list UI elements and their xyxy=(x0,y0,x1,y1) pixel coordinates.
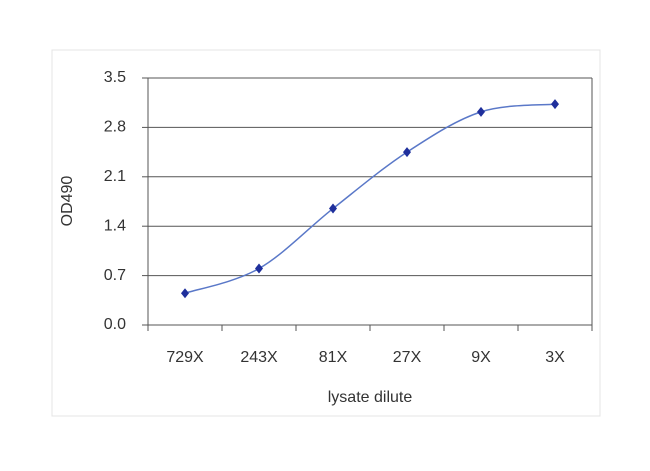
x-axis-label: lysate dilute xyxy=(328,389,413,406)
y-tick-label: 0.0 xyxy=(104,316,126,333)
x-tick-label: 243X xyxy=(240,349,278,366)
y-tick-label: 3.5 xyxy=(104,69,126,86)
data-point xyxy=(403,147,411,158)
data-point xyxy=(255,263,263,274)
data-point xyxy=(477,106,485,117)
y-tick-label: 2.1 xyxy=(104,168,126,185)
y-tick-label: 2.8 xyxy=(104,119,126,136)
y-tick-label: 0.7 xyxy=(104,267,126,284)
x-tick-label: 81X xyxy=(319,349,348,366)
x-tick-label: 27X xyxy=(393,349,422,366)
data-point xyxy=(329,203,337,214)
x-tick-label: 9X xyxy=(471,349,491,366)
chart-frame xyxy=(51,49,601,417)
data-point xyxy=(551,99,559,110)
x-tick-label: 729X xyxy=(166,349,204,366)
data-point xyxy=(181,288,189,299)
series-line xyxy=(184,103,556,294)
x-tick-label: 3X xyxy=(545,349,565,366)
y-tick-label: 1.4 xyxy=(104,217,126,234)
y-axis-label: OD490 xyxy=(59,176,76,227)
